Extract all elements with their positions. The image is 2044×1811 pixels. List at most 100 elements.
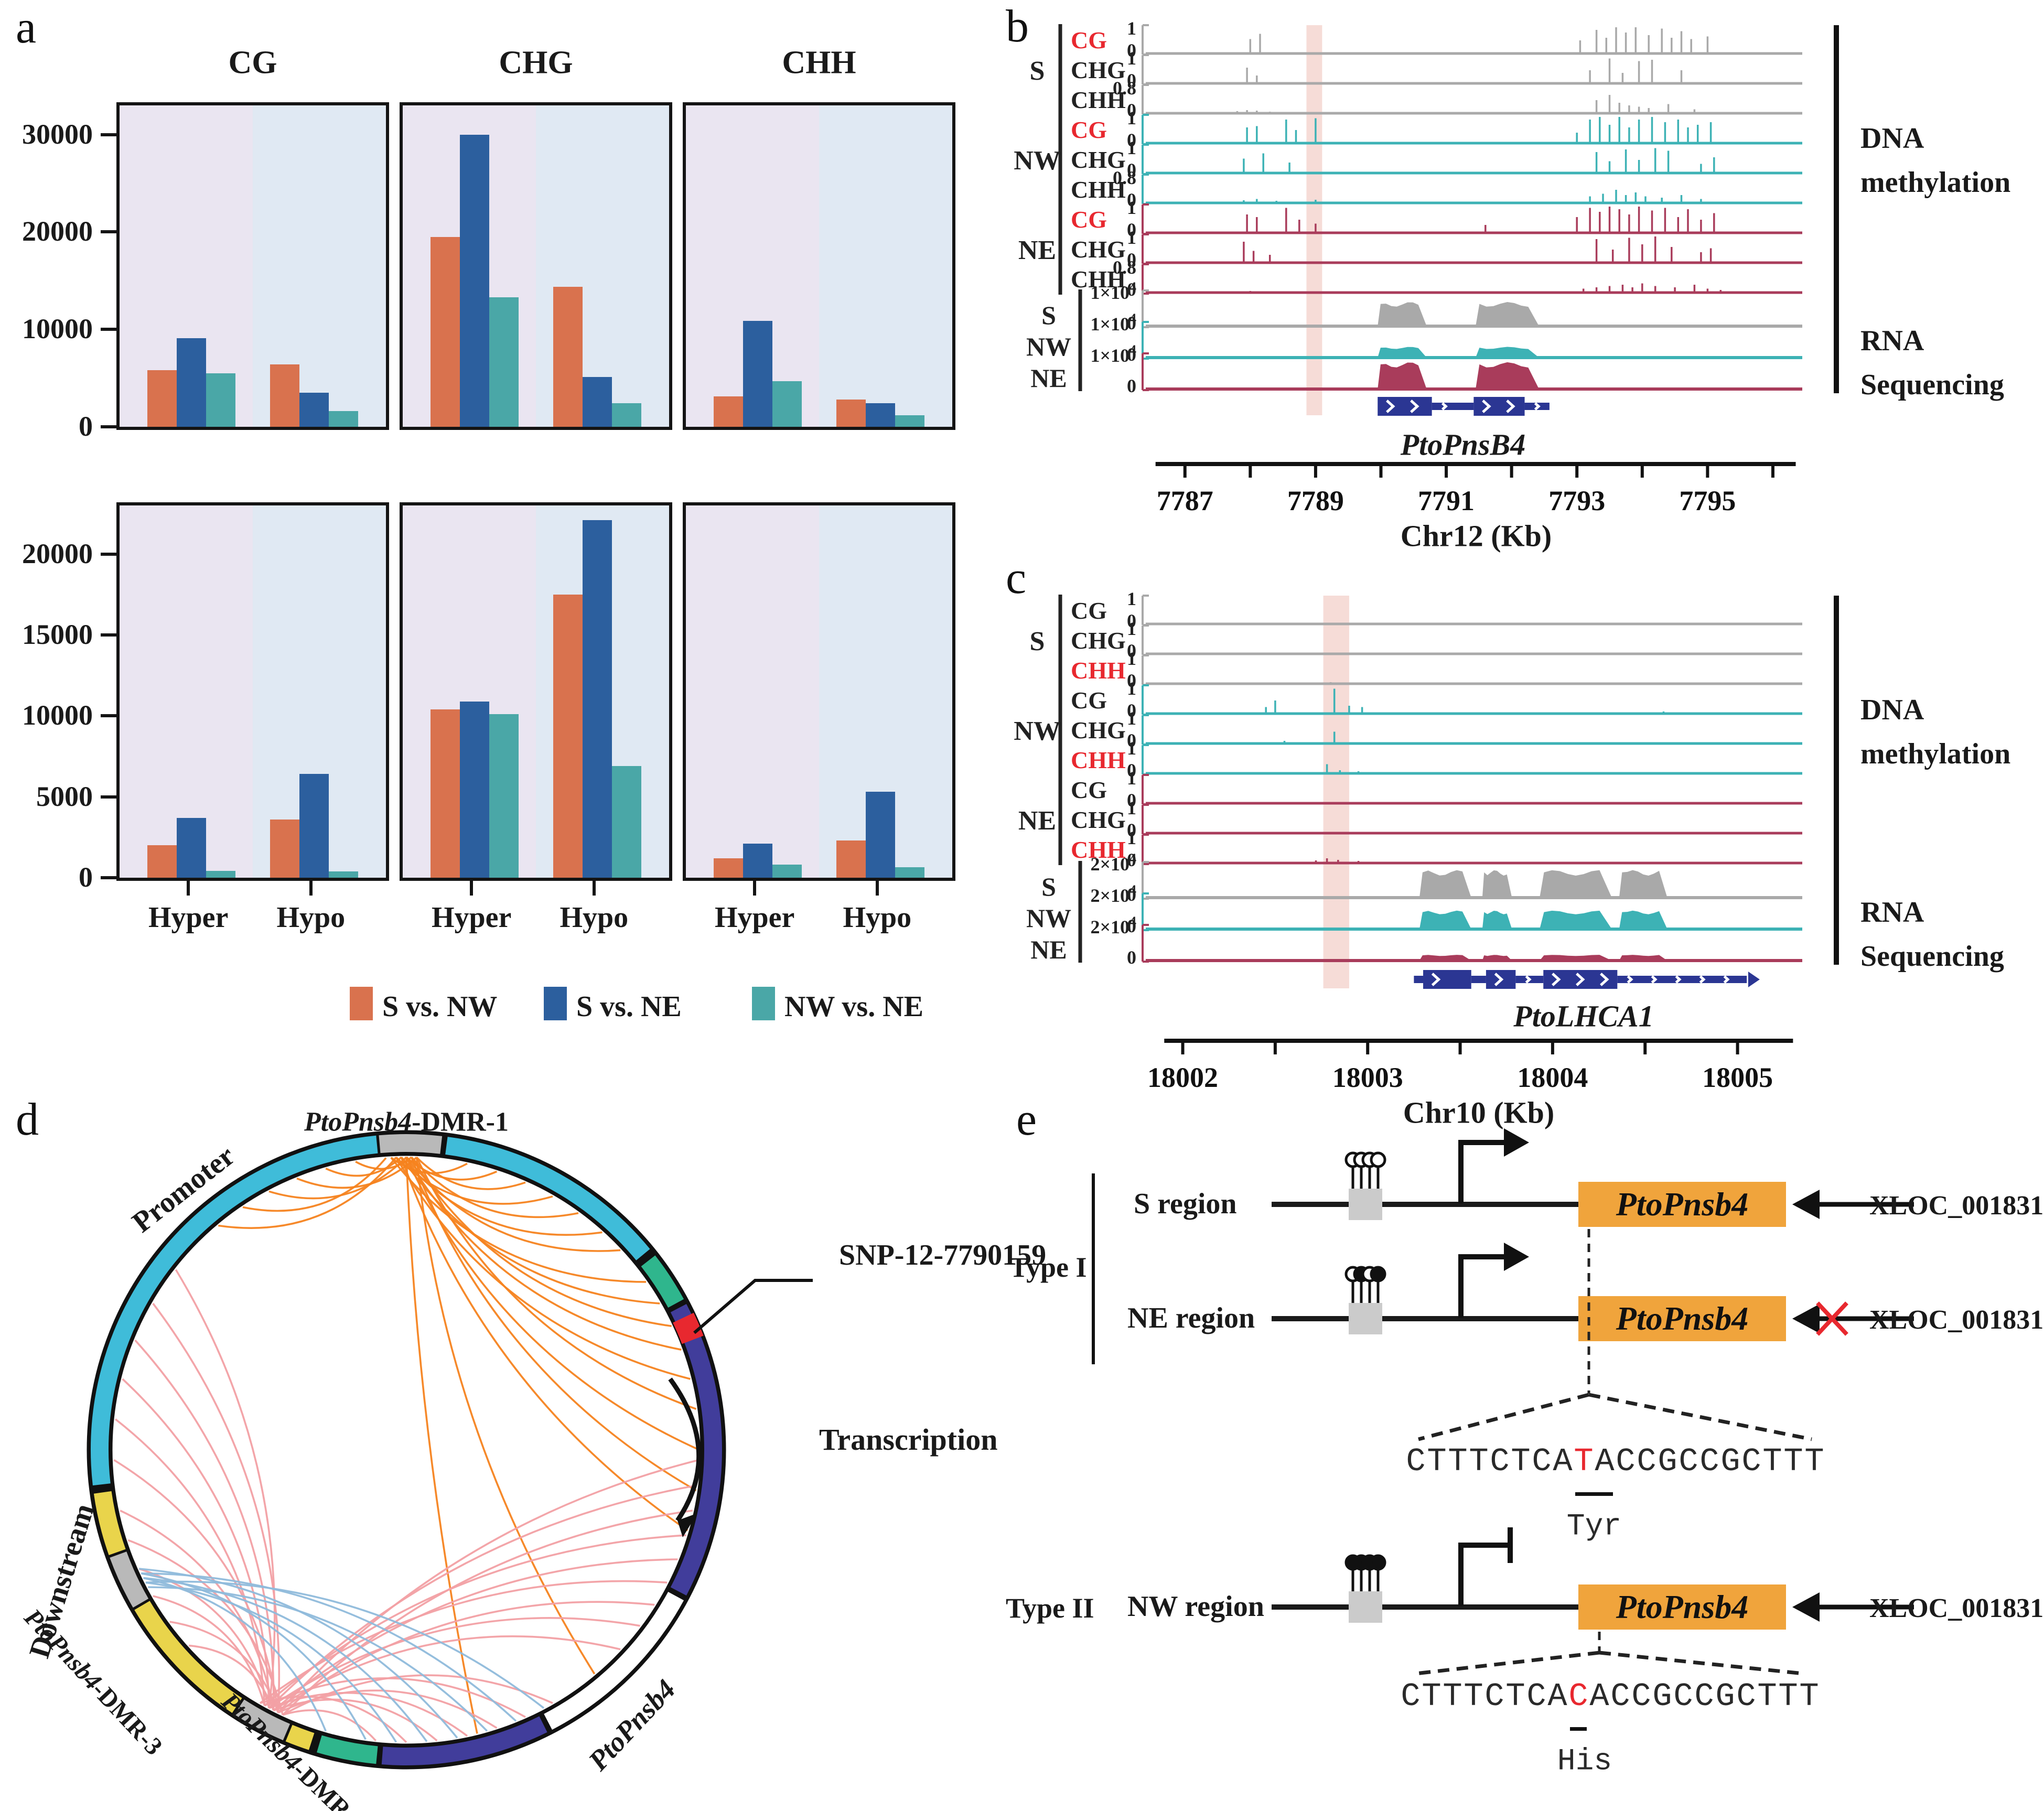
transcription-arrowhead	[1504, 1243, 1529, 1271]
svg-text:CHG: CHG	[1071, 146, 1126, 173]
circos-link	[264, 1677, 526, 1718]
panel-label-c: c	[1006, 553, 1027, 603]
circos-link	[120, 1510, 275, 1711]
svg-text:0: 0	[1127, 884, 1136, 905]
axis-tick-label: 7795	[1679, 485, 1736, 516]
methylated-lollipop	[1370, 1554, 1386, 1571]
svg-text:NE: NE	[1018, 235, 1056, 265]
bar	[489, 297, 519, 427]
circos-link	[113, 1459, 279, 1713]
svg-text:0: 0	[1127, 375, 1136, 396]
methylation-track-spikes	[1246, 58, 1683, 83]
panel-label-d: d	[16, 1094, 39, 1145]
nucleotide: T	[1422, 1678, 1441, 1715]
methylated-lollipop	[1370, 1266, 1386, 1282]
label-xloc-ne: XLOC_001831	[1869, 1305, 2044, 1335]
circos-link	[145, 1581, 397, 1743]
gene-box-nw-text: PtoPnsb4	[1616, 1588, 1749, 1625]
bar	[460, 134, 490, 427]
label-s-region: S region	[1134, 1188, 1237, 1220]
circos-segment	[134, 1601, 242, 1713]
x-category-label: Hypo	[560, 901, 629, 934]
circos-link	[143, 1577, 327, 1732]
svg-text:CHH: CHH	[1071, 747, 1126, 773]
nucleotide: A	[1589, 1678, 1609, 1715]
methylation-track-spikes	[1249, 283, 1722, 293]
nucleotide: C	[1694, 1678, 1714, 1715]
circos-link	[218, 1157, 397, 1229]
methylation-track-spikes	[1315, 858, 1360, 863]
x-tick	[592, 881, 596, 896]
svg-text:0: 0	[1127, 279, 1136, 300]
label-xloc-nw: XLOC_001831	[1869, 1593, 2044, 1623]
circos-link	[411, 1157, 697, 1492]
xloc-arrowhead	[1792, 1592, 1820, 1622]
gene-label-ptopnsb4-track: PtoPnsB4	[1400, 427, 1526, 462]
methylation-track-spikes	[1274, 652, 1591, 654]
bar-chart-cg-row1	[116, 502, 389, 881]
methylation-track-spikes	[1246, 207, 1715, 233]
bar	[836, 399, 866, 427]
circos-segment	[110, 1551, 149, 1608]
methylation-track-spikes	[1249, 27, 1709, 53]
svg-text:1: 1	[1127, 227, 1136, 248]
svg-text:0.8: 0.8	[1113, 257, 1136, 278]
circos-link	[141, 1572, 367, 1740]
rna-coverage	[1378, 347, 1427, 358]
label-dna-methylation-b: DNA methylation	[1860, 122, 2011, 199]
svg-text:1: 1	[1127, 827, 1136, 848]
svg-text:S: S	[1030, 627, 1045, 656]
methylation-track-spikes	[1326, 764, 1360, 773]
circos-link	[282, 1709, 377, 1742]
bar	[299, 392, 329, 427]
circos-link	[122, 1378, 270, 1708]
xloc-arrowhead	[1792, 1304, 1820, 1333]
y-tick-label: 10000	[22, 699, 93, 731]
circos-link	[189, 1644, 275, 1711]
svg-text:1: 1	[1127, 588, 1136, 609]
legend-label: S vs. NW	[382, 990, 498, 1023]
svg-text:1: 1	[1127, 768, 1136, 789]
nucleotide: G	[1658, 1443, 1677, 1480]
svg-text:0.8: 0.8	[1113, 78, 1136, 99]
bar-chart-chh-row0	[683, 102, 955, 430]
svg-text:S: S	[1041, 872, 1056, 901]
bar	[743, 320, 773, 427]
nucleotide: C	[1401, 1678, 1421, 1715]
label-his: His	[1557, 1744, 1612, 1779]
bar	[270, 364, 299, 427]
bar	[328, 871, 358, 878]
snp-nucleotide: C	[1568, 1678, 1588, 1715]
svg-text:0: 0	[1127, 312, 1136, 333]
svg-text:0: 0	[1127, 344, 1136, 365]
y-tick	[101, 876, 116, 879]
nucleotide: T	[1443, 1678, 1462, 1715]
svg-text:0: 0	[1127, 700, 1136, 721]
circos-link	[416, 1157, 526, 1190]
x-category-label: Hyper	[148, 901, 229, 934]
svg-text:1: 1	[1127, 137, 1136, 158]
y-tick-label: 30000	[22, 118, 93, 150]
methylation-track-spikes	[1243, 236, 1712, 263]
svg-text:1×104: 1×104	[1090, 311, 1136, 335]
circos-link	[152, 1302, 281, 1713]
x-category-label: Hyper	[431, 901, 512, 934]
label-type2: Type II	[1006, 1592, 1094, 1624]
axis-tick-label: 18004	[1517, 1062, 1588, 1093]
bar	[865, 792, 895, 878]
circos-link	[268, 1156, 407, 1200]
bar	[431, 709, 460, 878]
svg-text:2×104: 2×104	[1090, 914, 1136, 937]
label-type1: Type I	[1009, 1252, 1087, 1283]
axis-tick-label: 7793	[1548, 485, 1605, 516]
y-tick-label: 10000	[22, 313, 93, 345]
bar	[177, 338, 207, 427]
nucleotide: G	[1715, 1678, 1735, 1715]
svg-text:0: 0	[1127, 130, 1136, 150]
bar	[714, 858, 744, 878]
svg-text:CG: CG	[1071, 777, 1107, 803]
circos-link	[273, 1558, 678, 1711]
circos-link	[260, 1696, 407, 1743]
